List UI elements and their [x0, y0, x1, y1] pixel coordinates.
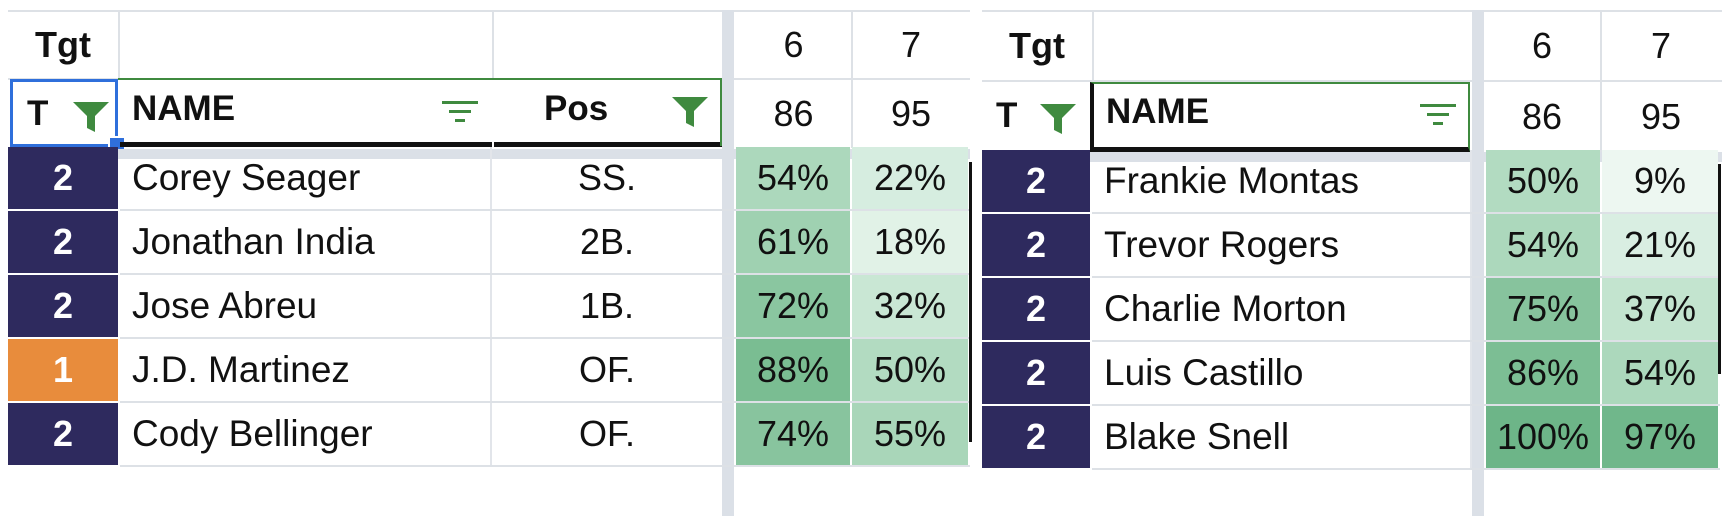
week-7-value-cell[interactable]: 55% [852, 403, 968, 465]
name-column-header[interactable]: NAME [1090, 82, 1470, 152]
filter-lines-icon[interactable] [1418, 100, 1458, 130]
player-name-cell[interactable]: J.D. Martinez [120, 339, 492, 401]
week-7-header: 7 [1650, 25, 1672, 66]
week-7-value-cell[interactable]: 32% [852, 275, 968, 337]
tier-cell[interactable]: 2 [982, 214, 1090, 276]
position-cell[interactable]: 2B. [579, 221, 635, 262]
week-7-value-cell[interactable]: 54% [1602, 342, 1718, 404]
week-7-header: 7 [900, 24, 922, 65]
week-6-value-cell[interactable]: 54% [1486, 214, 1600, 276]
player-name-cell[interactable]: Blake Snell [1092, 406, 1472, 468]
player-name-cell[interactable]: Luis Castillo [1092, 342, 1472, 404]
week-6-value-cell[interactable]: 61% [736, 211, 850, 273]
tier-cell[interactable]: 2 [8, 275, 118, 337]
t-column-header[interactable]: T [10, 79, 118, 147]
position-cell[interactable]: SS. [577, 157, 637, 198]
week-6-value-cell[interactable]: 100% [1486, 406, 1600, 468]
name-column-header[interactable]: NAME [120, 79, 492, 147]
t-column-label: T [27, 94, 49, 133]
position-cell[interactable]: OF. [578, 349, 635, 390]
week-6-value-cell[interactable]: 72% [736, 275, 850, 337]
name-column-label: NAME [132, 89, 236, 128]
week-6-value-cell[interactable]: 75% [1486, 278, 1600, 340]
week-7-projection: 95 [1640, 96, 1682, 137]
t-column-label: T [996, 96, 1018, 135]
week-6-header: 6 [783, 24, 804, 65]
tier-cell[interactable]: 2 [8, 403, 118, 465]
player-name-cell[interactable]: Trevor Rogers [1092, 214, 1472, 276]
tgt-header: Tgt [35, 24, 91, 65]
player-name-cell[interactable]: Jonathan India [120, 211, 492, 273]
week-7-value-cell[interactable]: 97% [1602, 406, 1718, 468]
week-7-value-cell[interactable]: 22% [852, 147, 968, 209]
filter-lines-icon[interactable] [440, 97, 480, 127]
week-7-value-cell[interactable]: 50% [852, 339, 968, 401]
week-7-value-cell[interactable]: 18% [852, 211, 968, 273]
week-6-projection: 86 [1521, 96, 1563, 137]
tier-cell[interactable]: 2 [8, 211, 118, 273]
week-7-value-cell[interactable]: 37% [1602, 278, 1718, 340]
player-name-cell[interactable]: Frankie Montas [1092, 150, 1472, 212]
tgt-header: Tgt [1009, 25, 1065, 66]
week-7-value-cell[interactable]: 9% [1602, 150, 1718, 212]
week-6-value-cell[interactable]: 86% [1486, 342, 1600, 404]
tier-cell[interactable]: 2 [982, 342, 1090, 404]
week-6-value-cell[interactable]: 88% [736, 339, 850, 401]
tier-cell[interactable]: 2 [982, 278, 1090, 340]
tier-cell[interactable]: 2 [8, 147, 118, 209]
t-column-header[interactable]: T [982, 82, 1090, 150]
week-6-value-cell[interactable]: 54% [736, 147, 850, 209]
position-cell[interactable]: 1B. [579, 285, 635, 326]
player-name-cell[interactable]: Cody Bellinger [120, 403, 492, 465]
tier-cell[interactable]: 2 [982, 406, 1090, 468]
player-name-cell[interactable]: Corey Seager [120, 147, 492, 209]
week-7-value-cell[interactable]: 21% [1602, 214, 1718, 276]
week-6-header: 6 [1531, 25, 1553, 66]
player-name-cell[interactable]: Charlie Morton [1092, 278, 1472, 340]
filter-active-icon[interactable] [1038, 100, 1078, 136]
week-7-projection: 95 [890, 93, 932, 134]
player-name-cell[interactable]: Jose Abreu [120, 275, 492, 337]
week-6-projection: 86 [773, 93, 814, 134]
filter-active-icon[interactable] [71, 98, 111, 134]
position-cell[interactable]: OF. [578, 413, 635, 454]
name-column-label: NAME [1106, 92, 1210, 131]
pos-column-label: Pos [544, 89, 609, 128]
week-6-value-cell[interactable]: 74% [736, 403, 850, 465]
filter-active-icon[interactable] [670, 93, 710, 129]
tier-cell[interactable]: 2 [982, 150, 1090, 212]
pos-column-header[interactable]: Pos [494, 79, 722, 147]
tier-cell[interactable]: 1 [8, 339, 118, 401]
week-6-value-cell[interactable]: 50% [1486, 150, 1600, 212]
